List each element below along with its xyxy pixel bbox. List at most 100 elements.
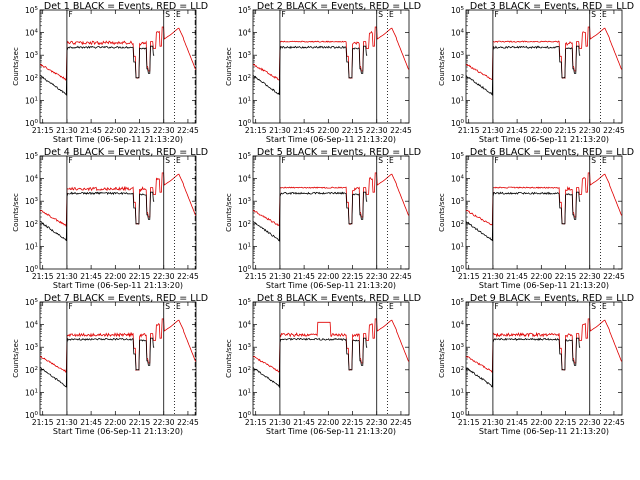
y-tick-label: 101	[238, 242, 251, 251]
y-tick-label: 104	[451, 29, 465, 38]
x-tick-label: 22:45	[603, 272, 625, 281]
chart-title: Det 9 BLACK = Events, RED = LLD	[470, 293, 634, 304]
y-tick-label: 104	[451, 321, 465, 330]
y-axis-label: Counts/sec	[438, 47, 446, 86]
x-tick-label: 22:15	[555, 272, 577, 281]
series-line-events	[465, 191, 581, 242]
x-tick-label: 21:30	[269, 418, 291, 427]
series-line-events	[252, 337, 368, 389]
x-tick-label: 22:15	[342, 126, 364, 135]
x-tick-label: 22:30	[366, 418, 388, 427]
x-axis-label: Start Time (06-Sep-11 21:13:20)	[53, 427, 183, 436]
y-tick-label: 100	[25, 265, 39, 274]
event-marker-label: F	[68, 10, 72, 19]
x-tick-label: 22:15	[555, 418, 577, 427]
chart-title: Det 5 BLACK = Events, RED = LLD	[257, 147, 421, 158]
series-line-lld	[39, 172, 196, 227]
y-axis-label: Counts/sec	[12, 193, 20, 232]
x-tick-label: 22:00	[105, 272, 127, 281]
y-tick-label: 103	[25, 51, 39, 60]
y-tick-label: 102	[238, 220, 251, 229]
x-tick-label: 22:30	[153, 418, 175, 427]
chart-title: Det 1 BLACK = Events, RED = LLD	[44, 1, 208, 12]
event-marker-label: F	[68, 302, 72, 311]
x-axis-label: Start Time (06-Sep-11 21:13:20)	[479, 427, 609, 436]
x-tick-label: 21:30	[56, 418, 78, 427]
chart-title: Det 2 BLACK = Events, RED = LLD	[257, 1, 421, 12]
y-tick-label: 100	[25, 411, 39, 420]
event-marker-label: S	[378, 10, 383, 19]
event-marker-label: F	[494, 156, 498, 165]
chart-panel: Det 5 BLACK = Events, RED = LLD 100 101 102…	[225, 147, 421, 290]
event-marker-label: S	[591, 156, 596, 165]
y-tick-label: 101	[451, 388, 464, 397]
x-tick-label: 21:45	[80, 272, 102, 281]
x-tick-label: 21:45	[293, 126, 315, 135]
y-tick-label: 104	[25, 321, 39, 330]
chart-panel: Det 8 BLACK = Events, RED = LLD 100 101 102…	[225, 293, 421, 436]
event-marker-label: S	[165, 10, 170, 19]
series-line-events	[465, 337, 581, 388]
x-tick-label: 22:00	[531, 126, 553, 135]
plot-frame	[39, 9, 197, 124]
event-marker-label: S	[165, 302, 170, 311]
y-tick-label: 101	[451, 242, 464, 251]
event-marker-label: S	[591, 10, 596, 19]
y-tick-label: 102	[25, 220, 38, 229]
plot-frame	[465, 9, 623, 124]
event-marker-label: F	[281, 302, 285, 311]
y-axis-label: Counts/sec	[438, 339, 446, 378]
y-tick-label: 104	[25, 29, 39, 38]
x-tick-label: 22:15	[342, 418, 364, 427]
chart-panel: Det 4 BLACK = Events, RED = LLD 100 101 102…	[12, 147, 208, 290]
event-marker-label: S	[378, 156, 383, 165]
event-marker-label: E	[176, 156, 181, 165]
x-tick-label: 22:30	[153, 272, 175, 281]
x-tick-label: 22:45	[390, 418, 412, 427]
y-tick-label: 105	[238, 298, 252, 307]
y-tick-label: 105	[25, 6, 39, 15]
x-tick-label: 21:30	[269, 126, 291, 135]
y-tick-label: 102	[25, 74, 38, 83]
y-tick-label: 105	[451, 6, 465, 15]
series-line-events	[465, 45, 581, 96]
x-tick-label: 22:00	[318, 272, 340, 281]
chart-panel: Det 3 BLACK = Events, RED = LLD 100 101 102…	[438, 1, 634, 144]
y-tick-label: 103	[238, 197, 252, 206]
x-tick-label: 21:30	[482, 418, 504, 427]
y-tick-label: 102	[238, 366, 251, 375]
x-tick-label: 22:30	[153, 126, 175, 135]
x-tick-label: 22:00	[105, 126, 127, 135]
x-tick-label: 22:00	[531, 272, 553, 281]
x-tick-label: 21:45	[293, 418, 315, 427]
x-tick-label: 22:15	[129, 126, 151, 135]
x-tick-label: 22:00	[318, 418, 340, 427]
x-tick-label: 21:15	[458, 418, 480, 427]
chart-panel: Det 7 BLACK = Events, RED = LLD 100 101 102…	[12, 293, 208, 436]
y-tick-label: 105	[25, 298, 39, 307]
event-marker-label: E	[602, 156, 607, 165]
x-tick-label: 22:30	[579, 126, 601, 135]
x-tick-label: 21:15	[458, 126, 480, 135]
y-tick-label: 102	[25, 366, 38, 375]
x-tick-label: 22:15	[129, 418, 151, 427]
x-tick-label: 21:15	[245, 272, 267, 281]
x-tick-label: 21:45	[506, 126, 528, 135]
x-tick-label: 22:45	[603, 126, 625, 135]
y-tick-label: 100	[451, 119, 465, 128]
y-tick-label: 100	[238, 411, 252, 420]
x-axis-label: Start Time (06-Sep-11 21:13:20)	[479, 281, 609, 290]
event-marker-label: S	[591, 302, 596, 311]
x-tick-label: 22:30	[366, 126, 388, 135]
y-tick-label: 105	[451, 298, 465, 307]
y-tick-label: 103	[25, 343, 39, 352]
x-axis-label: Start Time (06-Sep-11 21:13:20)	[479, 135, 609, 144]
series-line-lld	[252, 318, 409, 373]
y-tick-label: 101	[25, 96, 38, 105]
chart-panel: Det 1 BLACK = Events, RED = LLD 100 101 102…	[12, 1, 208, 144]
y-tick-label: 105	[238, 6, 252, 15]
y-tick-label: 104	[238, 29, 252, 38]
event-marker-label: F	[281, 156, 285, 165]
y-tick-label: 104	[238, 175, 252, 184]
